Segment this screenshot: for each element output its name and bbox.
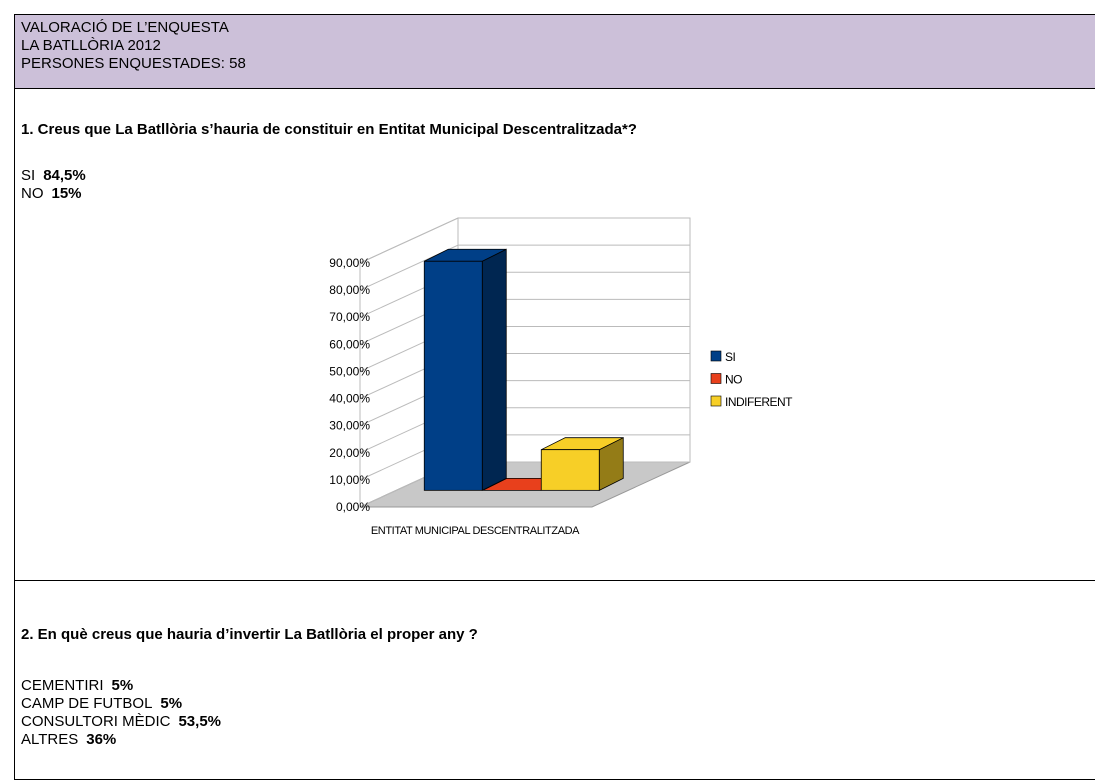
answers: CEMENTIRI 5% CAMP DE FUTBOL 5% CONSULTORI MÈ… (21, 677, 221, 749)
answer: CONSULTORI MÈDIC 53,5% (21, 713, 221, 731)
answer-value: 5% (160, 695, 183, 712)
y-tick-label: 90,00% (329, 256, 370, 270)
answer-label: CEMENTIRI (21, 677, 104, 694)
answer-label: CAMP DE FUTBOL (21, 695, 153, 712)
page: VALORACIÓ DE L’ENQUESTA LA BATLLÒRIA 2012… (14, 14, 1095, 780)
y-tick-label: 30,00% (329, 419, 370, 433)
bar (423, 248, 507, 491)
y-tick-label: 10,00% (329, 473, 370, 487)
answer-label: ALTRES (21, 731, 79, 748)
chart: 0,00% 10,00% 20,00% 30,00% 40,00% 50,00% 60,00… (329, 217, 794, 537)
legend-label: INDIFERENT (725, 395, 793, 409)
answer: CAMP DE FUTBOL 5% (21, 695, 221, 713)
answer-label: NO (21, 185, 44, 202)
answer-value: 5% (111, 677, 134, 694)
answer-label: CONSULTORI MÈDIC (21, 713, 171, 730)
header-line: LA BATLLÒRIA 2012 (21, 37, 161, 54)
section: 1. Creus que La Batllòria s’hauria de co… (14, 88, 1095, 581)
answer-value: 36% (86, 731, 117, 748)
question: 2. En què creus que hauria d’invertir La… (21, 626, 478, 643)
answer: NO 15% (21, 185, 86, 203)
legend-swatch (710, 373, 722, 384)
header: VALORACIÓ DE L’ENQUESTA LA BATLLÒRIA 2012… (14, 14, 1095, 89)
bar-side (481, 248, 507, 491)
y-tick-label: 0,00% (336, 500, 370, 514)
answer: CEMENTIRI 5% (21, 677, 221, 695)
y-tick-label: 20,00% (329, 446, 370, 460)
legend-swatch (710, 395, 722, 407)
grid-line (359, 244, 690, 291)
answer-value: 53,5% (178, 713, 222, 730)
y-tick-label: 50,00% (329, 364, 370, 378)
answer: ALTRES 36% (21, 731, 221, 749)
y-tick-label: 70,00% (329, 310, 370, 324)
header-line: VALORACIÓ DE L’ENQUESTA (21, 19, 229, 36)
header-line: PERSONES ENQUESTADES: 58 (21, 55, 246, 72)
answer-label: SI (21, 167, 36, 184)
bar-front (540, 449, 600, 491)
question: 1. Creus que La Batllòria s’hauria de co… (21, 121, 637, 138)
legend-label: NO (725, 373, 742, 387)
answer-value: 84,5% (43, 167, 86, 184)
y-tick-label: 80,00% (329, 283, 370, 297)
answer-value: 15% (51, 185, 82, 202)
answers: SI 84,5% NO 15% (21, 167, 86, 203)
legend-swatch (710, 350, 722, 362)
section: 2. En què creus que hauria d’invertir La… (14, 580, 1095, 780)
grid-line (359, 217, 690, 264)
legend-label: SI (725, 350, 736, 364)
bar-front (423, 260, 483, 491)
y-tick-label: 40,00% (329, 392, 370, 406)
y-tick-label: 60,00% (329, 337, 370, 351)
x-tick-label: ENTITAT MUNICIPAL DESCENTRALITZADA (371, 525, 580, 537)
answer: SI 84,5% (21, 167, 86, 185)
bar (540, 437, 624, 491)
